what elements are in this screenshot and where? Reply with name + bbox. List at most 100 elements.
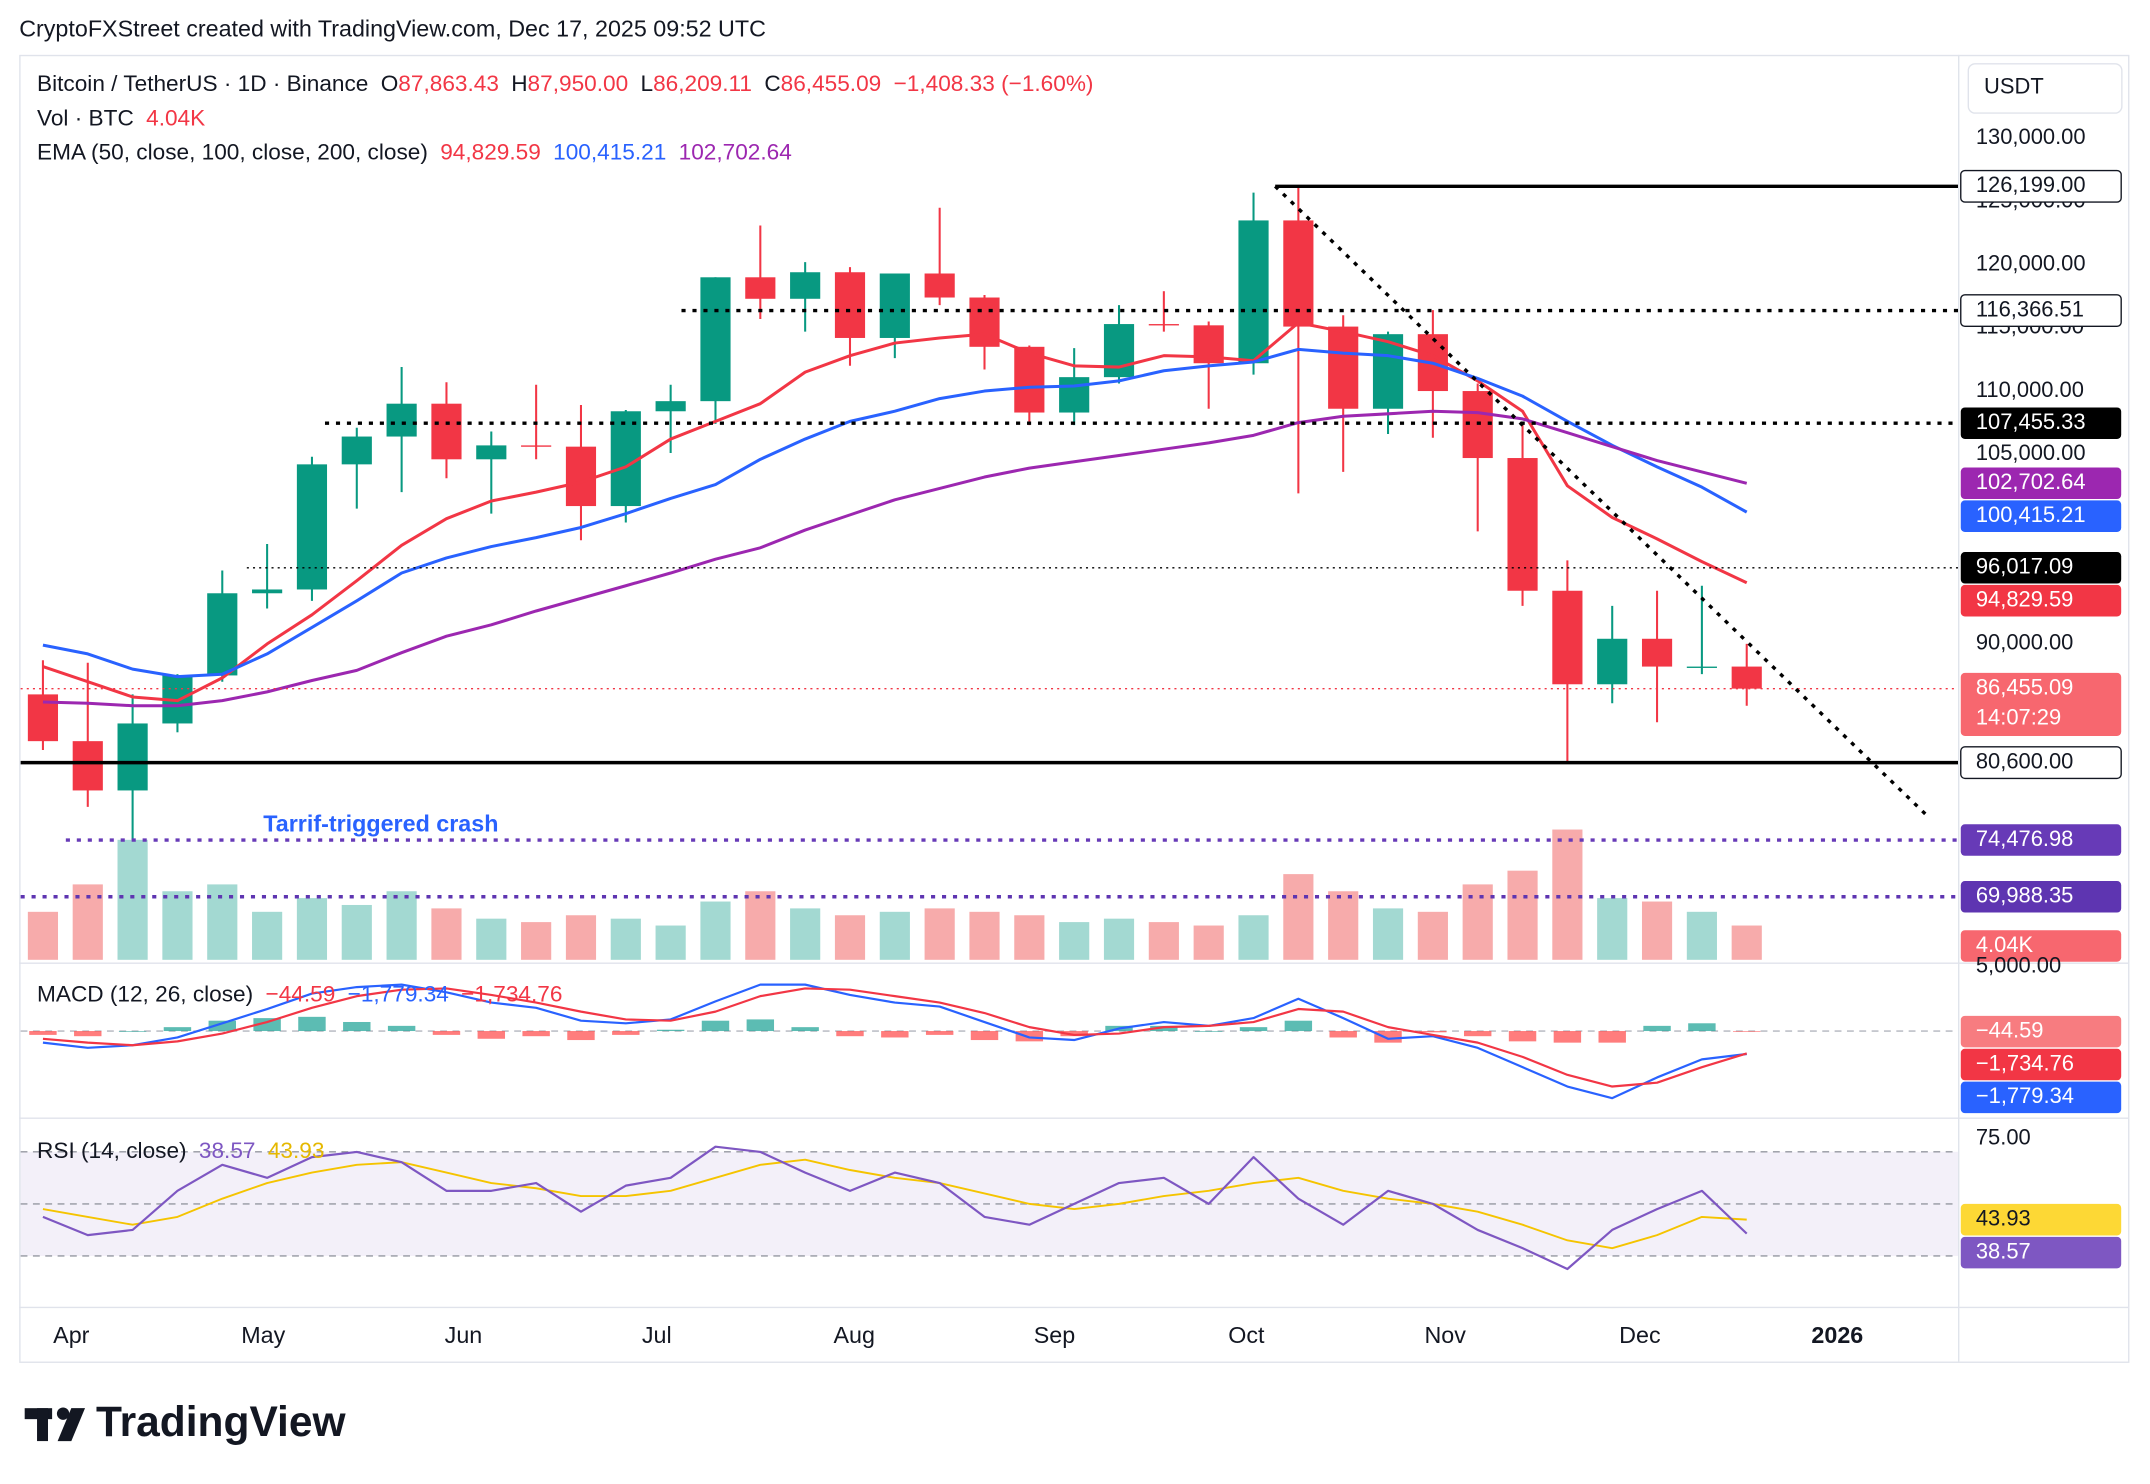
price-tag [1960, 467, 2122, 500]
legend-text: 86,455.09 [781, 71, 882, 96]
currency-box [1967, 63, 2123, 114]
macd-histogram-bar [477, 1031, 506, 1039]
price-tag [1960, 407, 2122, 439]
volume-bar [252, 911, 283, 960]
volume-bar [1731, 925, 1762, 960]
macd-histogram-bar [970, 1031, 999, 1041]
macd-histogram-bar [74, 1031, 102, 1037]
candle-body [1014, 346, 1045, 413]
volume-bar [1462, 884, 1493, 960]
price-tag [1960, 294, 2122, 328]
macd-histogram-bar [522, 1031, 550, 1037]
candle-body [1641, 638, 1673, 667]
macd-histogram-bar [567, 1031, 595, 1041]
legend-text: −1,408.33 (−1.60%) [894, 71, 1094, 96]
candle-body [521, 445, 552, 447]
volume-bar [565, 915, 597, 960]
legend-text: 87,863.43 [398, 71, 499, 96]
price-tag-label: 94,829.59 [1976, 586, 2074, 611]
macd-histogram-bar [925, 1031, 954, 1035]
price-tag [1960, 584, 2122, 617]
candle-body [1238, 220, 1269, 364]
price-tag-label: 69,988.35 [1976, 883, 2074, 908]
y-tick-label: 120,000.00 [1976, 250, 2086, 275]
volume-bar [879, 911, 910, 960]
price-tag-label: 74,476.98 [1976, 826, 2074, 851]
candle-body [117, 723, 148, 791]
candle-body [834, 272, 866, 338]
price-tag-label: 102,702.64 [1976, 469, 2086, 494]
rsi-line [42, 1145, 1748, 1271]
rsi-ma-line [42, 1158, 1747, 1250]
legend-text: 86,209.11 [653, 71, 752, 96]
legend-text: Bitcoin / TetherUS · 1D · Binance [37, 71, 368, 96]
volume-bar [1328, 891, 1359, 960]
y-tick-label: 75.00 [1976, 1125, 2031, 1150]
macd-histogram-bar [298, 1016, 326, 1032]
price-tag-label: 80,600.00 [1976, 748, 2074, 773]
volume-bar [1193, 925, 1224, 960]
price-tag [1960, 672, 2122, 736]
price-tag-label: 96,017.09 [1976, 554, 2074, 579]
legend-text: Vol · BTC [37, 105, 134, 130]
price-tag-time: 14:07:29 [1976, 705, 2061, 730]
price-tag-label: 86,455.09 [1976, 674, 2074, 699]
volume-bar [969, 911, 1000, 960]
macd-histogram-bar [1688, 1023, 1716, 1032]
volume-bar [1597, 898, 1628, 960]
x-tick-label: Jul [642, 1322, 672, 1348]
ema-line [42, 347, 1748, 679]
volume-bar [1103, 918, 1135, 960]
rsi-pane [20, 1145, 1959, 1271]
macd-histogram-bar [701, 1020, 730, 1032]
x-tick-label: Apr [53, 1322, 89, 1348]
chart-frame [19, 54, 2130, 1363]
macd-histogram-bar [1150, 1025, 1178, 1032]
y-tick-label: 130,000.00 [1976, 124, 2086, 149]
macd-histogram-bar [432, 1031, 461, 1035]
signal-line [42, 987, 1748, 1088]
y-tick-label: 90,000.00 [1976, 630, 2074, 655]
candle-body [700, 277, 731, 402]
price-tag [1960, 169, 2122, 203]
macd-histogram-bar [791, 1027, 819, 1032]
macd-histogram-bar [881, 1031, 909, 1038]
x-tick-label: May [241, 1322, 285, 1348]
candle-body [1103, 324, 1135, 378]
macd-histogram-bar [1598, 1031, 1626, 1043]
volume-bar [1014, 915, 1045, 960]
legend-text: C [764, 71, 780, 96]
macd-histogram-bar [1374, 1031, 1402, 1043]
price-tag-label: −1,734.76 [1976, 1050, 2074, 1075]
macd-histogram-bar [118, 1031, 147, 1032]
x-tick-label: Oct [1228, 1322, 1265, 1348]
candle-body [1731, 666, 1762, 689]
macd-histogram-bar [163, 1027, 192, 1032]
tradingview-logo: TradingView [24, 1399, 347, 1446]
macd-histogram-bar [1329, 1031, 1357, 1038]
price-tag-label: 126,199.00 [1976, 172, 2086, 197]
volume-bar [924, 908, 955, 960]
volume-bar [790, 908, 821, 960]
legend-text: 94,829.59 [440, 140, 541, 165]
volume-bar [745, 891, 776, 960]
logo-text: TradingView [96, 1399, 347, 1446]
volume-bar [521, 922, 552, 960]
candle-body [565, 446, 597, 507]
ema-line [42, 409, 1748, 708]
legend-row: MACD (12, 26, close) −44.59 −1,779.34 −1,73… [37, 981, 562, 1006]
candle-body [745, 277, 776, 299]
macd-histogram-bar [836, 1031, 864, 1037]
volume-bar [834, 915, 866, 960]
price-tag [1960, 930, 2122, 962]
price-tag-label: 38.57 [1976, 1238, 2031, 1263]
macd-histogram-bar [656, 1029, 685, 1032]
volume-bar [296, 898, 328, 960]
legend-text: RSI (14, close) [37, 1138, 187, 1163]
candle-body [72, 741, 103, 791]
price-tag-label: 116,366.51 [1976, 296, 2084, 321]
y-tick-label: 110,000.00 [1976, 377, 2084, 402]
x-tick-label: Jun [445, 1322, 483, 1348]
candle-body [1328, 326, 1359, 409]
